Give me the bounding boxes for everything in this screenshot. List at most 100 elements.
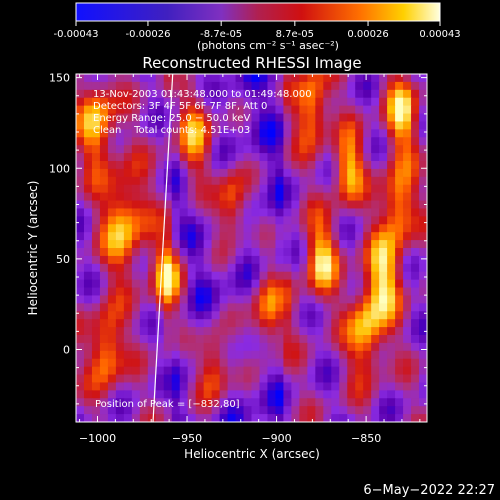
heatmap-cell <box>243 248 253 257</box>
heatmap-cell <box>195 184 205 194</box>
heatmap-cell <box>155 121 165 130</box>
heatmap-cell <box>99 240 109 249</box>
heatmap-cell <box>387 121 396 130</box>
heatmap-cell <box>339 240 348 249</box>
heatmap-cell <box>91 358 101 368</box>
heatmap-cell <box>379 113 388 123</box>
heatmap-cell <box>235 295 245 304</box>
heatmap-cell <box>283 216 292 225</box>
heatmap-cell <box>195 168 205 178</box>
heatmap-cell <box>347 224 356 233</box>
heatmap-cell <box>227 398 237 407</box>
heatmap-cell <box>411 382 420 391</box>
heatmap-cell <box>331 200 340 210</box>
heatmap-cell <box>243 263 253 273</box>
heatmap-cell <box>107 240 117 249</box>
heatmap-cell <box>123 184 133 194</box>
heatmap-cell <box>299 406 308 415</box>
heatmap-cell <box>115 97 125 107</box>
heatmap-cell <box>379 398 388 407</box>
heatmap-cell <box>291 374 300 384</box>
heatmap-cell <box>99 398 109 407</box>
heatmap-cell <box>203 153 213 162</box>
heatmap-cell <box>355 374 364 384</box>
heatmap-cell <box>91 335 101 344</box>
heatmap-cell <box>259 232 269 241</box>
heatmap-cell <box>419 335 427 344</box>
heatmap-cell <box>267 224 277 233</box>
heatmap-cell <box>171 240 181 249</box>
heatmap-cell <box>315 374 324 384</box>
heatmap-cell <box>211 145 221 154</box>
heatmap-cell <box>419 350 427 360</box>
heatmap-cell <box>91 129 101 138</box>
heatmap-cell <box>115 255 125 265</box>
heatmap-cell <box>179 390 189 399</box>
heatmap-cell <box>331 121 340 130</box>
heatmap-cell <box>347 145 356 154</box>
heatmap-cell <box>131 271 141 281</box>
heatmap-cell <box>251 208 261 217</box>
heatmap-cell <box>315 176 324 186</box>
heatmap-cell <box>235 287 245 297</box>
heatmap-cell <box>195 161 205 170</box>
heatmap-cell <box>251 200 261 210</box>
heatmap-cell <box>339 74 348 83</box>
heatmap-cell <box>123 366 133 376</box>
heatmap-cell <box>283 74 292 83</box>
heatmap-cell <box>83 216 93 225</box>
heatmap-cell <box>251 366 261 376</box>
heatmap-cell <box>267 358 277 368</box>
heatmap-cell <box>99 192 109 202</box>
heatmap-cell <box>411 287 420 297</box>
heatmap-cell <box>347 382 356 391</box>
heatmap-cell <box>275 311 285 320</box>
heatmap-cell <box>219 184 229 194</box>
heatmap-cell <box>83 161 93 170</box>
heatmap-cell <box>83 311 93 320</box>
heatmap-cell <box>419 414 427 422</box>
heatmap-cell <box>139 113 149 123</box>
heatmap-cell <box>307 327 316 336</box>
heatmap-cell <box>147 208 157 217</box>
heatmap-cell <box>315 414 324 422</box>
heatmap-cell <box>259 382 269 391</box>
heatmap-cell <box>387 200 396 210</box>
heatmap-cell <box>419 311 427 320</box>
heatmap-cell <box>387 145 396 154</box>
heatmap-cell <box>339 263 348 273</box>
heatmap-cell <box>131 358 141 368</box>
heatmap-cell <box>171 89 181 99</box>
heatmap-cell <box>139 366 149 376</box>
heatmap-cell <box>139 287 149 297</box>
heatmap-cell <box>371 342 380 352</box>
heatmap-cell <box>307 216 316 225</box>
heatmap-cell <box>267 398 277 407</box>
heatmap-cell <box>227 366 237 376</box>
heatmap-cell <box>155 74 165 83</box>
heatmap-cell <box>107 232 117 241</box>
heatmap-cell <box>259 137 269 146</box>
heatmap-cell <box>155 327 165 336</box>
heatmap-cell <box>147 327 157 336</box>
heatmap-cell <box>123 137 133 146</box>
heatmap-cell <box>123 287 133 297</box>
heatmap-cell <box>395 327 404 336</box>
heatmap-cell <box>123 168 133 178</box>
heatmap-cell <box>147 303 157 312</box>
heatmap-cell <box>163 248 173 257</box>
heatmap-cell <box>331 398 340 407</box>
heatmap-cell <box>331 224 340 233</box>
heatmap-cell <box>211 279 221 289</box>
heatmap-cell <box>251 271 261 281</box>
heatmap-cell <box>355 145 364 154</box>
heatmap-cell <box>251 224 261 233</box>
heatmap-cell <box>155 263 165 273</box>
heatmap-cell <box>355 303 364 312</box>
heatmap-cell <box>171 414 181 422</box>
heatmap-cell <box>371 153 380 162</box>
heatmap-cell <box>115 168 125 178</box>
heatmap-cell <box>291 358 300 368</box>
heatmap-cell <box>363 263 372 273</box>
heatmap-cell <box>403 248 412 257</box>
